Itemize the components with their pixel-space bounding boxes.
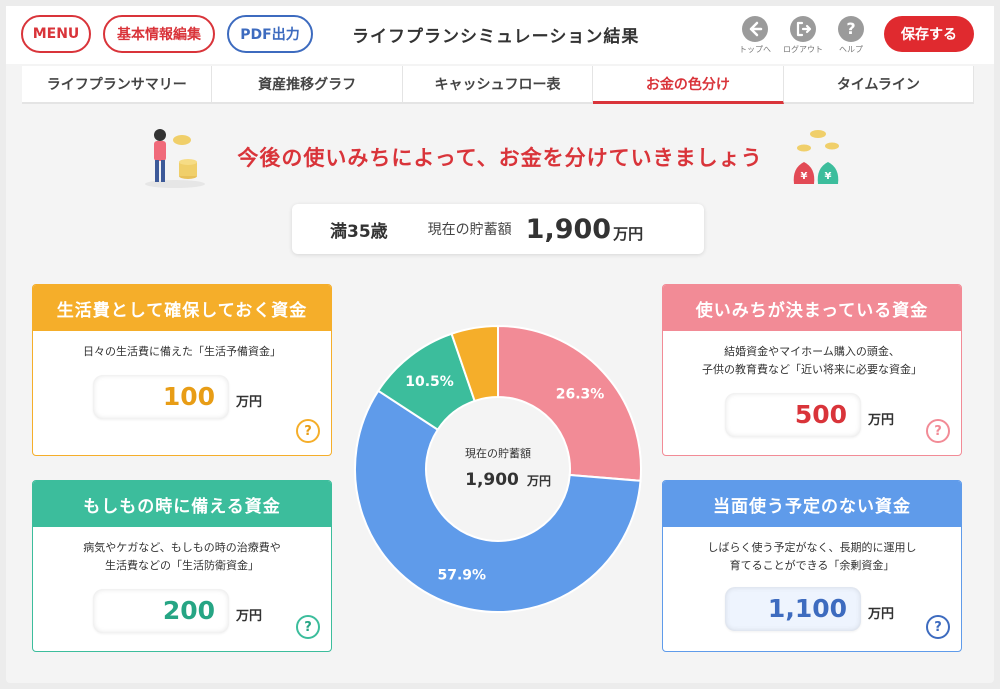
card-living-fund: 生活費として確保しておく資金 日々の生活費に備えた「生活予備資金」 100 万円…	[32, 284, 332, 456]
tab-asset-graph[interactable]: 資産推移グラフ	[212, 66, 403, 104]
top-label: トップへ	[739, 45, 771, 54]
tab-cashflow-table[interactable]: キャッシュフロー表	[402, 66, 594, 104]
card-title: 生活費として確保しておく資金	[33, 285, 331, 331]
tab-timeline[interactable]: タイムライン	[783, 66, 975, 104]
card-description: しばらく使う予定がなく、長期的に運用し 育てることができる「余剰資金」	[707, 541, 917, 572]
page-title: ライフプランシミュレーション結果	[352, 27, 640, 47]
svg-text:¥: ¥	[825, 171, 832, 182]
tab-money-coloring[interactable]: お金の色分け	[593, 66, 784, 104]
amount-unit: 万円	[868, 607, 895, 622]
allocation-donut-chart: 26.3% 57.9% 10.5% 現在の貯蓄額 1,900 万円	[354, 324, 642, 613]
chart-center-unit: 万円	[526, 474, 551, 488]
savings-unit: 万円	[613, 224, 644, 243]
help-icon[interactable]: ?	[296, 615, 320, 639]
donut-slice-label-3: 10.5%	[405, 374, 454, 390]
card-emergency-fund: もしもの時に備える資金 病気やケガなど、もしもの時の治療費や 生活費などの「生活…	[32, 480, 332, 652]
tab-lifeplan-summary[interactable]: ライフプランサマリー	[22, 66, 213, 104]
card-description: 結婚資金やマイホーム購入の頭金、 子供の教育費など「近い将来に必要な資金」	[702, 345, 922, 376]
banner-message: 今後の使いみちによって、お金を分けていきましょう	[237, 146, 763, 170]
chart-center-label: 現在の貯蓄額	[465, 447, 531, 460]
donut-slice-2	[354, 389, 642, 613]
card-surplus-fund: 当面使う予定のない資金 しばらく使う予定がなく、長期的に運用し 育てることができ…	[662, 480, 962, 652]
card-title: 使いみちが決まっている資金	[663, 285, 961, 331]
tab-bar: ライフプランサマリー 資産推移グラフ キャッシュフロー表 お金の色分け タイムラ…	[22, 66, 975, 104]
money-bags-illustration: ¥ ¥	[793, 130, 839, 184]
savings-summary: 満35歳 現在の貯蓄額 1,900 万円	[292, 204, 704, 254]
logout-icon	[790, 16, 816, 42]
savings-value: 1,900	[525, 213, 612, 245]
person-with-coins-illustration	[145, 129, 205, 188]
save-button[interactable]: 保存する	[884, 16, 974, 52]
basic-info-edit-button[interactable]: 基本情報編集	[103, 15, 215, 53]
donut-slice-label-2: 57.9%	[438, 567, 487, 583]
donut-slice-label-1: 26.3%	[556, 386, 605, 402]
top-button[interactable]: トップへ	[732, 16, 778, 55]
help-icon: ?	[838, 16, 864, 42]
amount-unit: 万円	[868, 413, 895, 428]
planned-amount-field[interactable]: 500	[725, 393, 861, 437]
card-description: 病気やケガなど、もしもの時の治療費や 生活費などの「生活防衛資金」	[83, 541, 281, 572]
pdf-export-button[interactable]: PDF出力	[227, 15, 313, 53]
help-icon[interactable]: ?	[926, 615, 950, 639]
help-label: ヘルプ	[839, 45, 863, 54]
surplus-amount-field[interactable]: 1,100	[725, 587, 861, 631]
menu-button[interactable]: MENU	[21, 15, 91, 53]
donut-slice-4	[450, 324, 499, 403]
donut-slice-1	[497, 324, 642, 482]
amount-unit: 万円	[236, 395, 263, 410]
amount-unit: 万円	[236, 609, 263, 624]
card-planned-fund: 使いみちが決まっている資金 結婚資金やマイホーム購入の頭金、 子供の教育費など「…	[662, 284, 962, 456]
arrow-left-icon	[742, 16, 768, 42]
age-label: 満35歳	[330, 221, 388, 242]
card-title: 当面使う予定のない資金	[663, 481, 961, 527]
logout-button[interactable]: ログアウト	[780, 16, 826, 55]
card-description: 日々の生活費に備えた「生活予備資金」	[83, 345, 281, 358]
help-icon[interactable]: ?	[296, 419, 320, 443]
living-amount-field[interactable]: 100	[93, 375, 229, 419]
card-title: もしもの時に備える資金	[33, 481, 331, 527]
savings-label: 現在の貯蓄額	[427, 222, 512, 238]
logout-label: ログアウト	[783, 45, 823, 54]
svg-text:¥: ¥	[801, 171, 808, 182]
help-icon[interactable]: ?	[926, 419, 950, 443]
help-button[interactable]: ? ヘルプ	[828, 16, 874, 55]
emergency-amount-field[interactable]: 200	[93, 589, 229, 633]
chart-center-value: 1,900	[465, 470, 519, 490]
